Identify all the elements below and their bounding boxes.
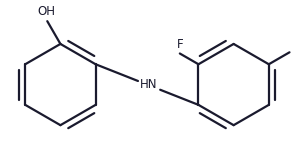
Text: HN: HN bbox=[140, 78, 158, 91]
Text: F: F bbox=[177, 38, 183, 51]
Text: OH: OH bbox=[37, 5, 55, 18]
